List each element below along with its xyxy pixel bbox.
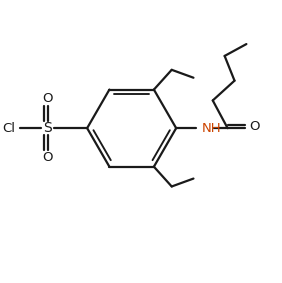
Text: S: S — [43, 121, 52, 135]
Text: NH: NH — [202, 122, 221, 135]
Text: O: O — [249, 120, 259, 133]
Text: O: O — [42, 151, 53, 164]
Text: Cl: Cl — [2, 122, 15, 135]
Text: O: O — [42, 92, 53, 105]
